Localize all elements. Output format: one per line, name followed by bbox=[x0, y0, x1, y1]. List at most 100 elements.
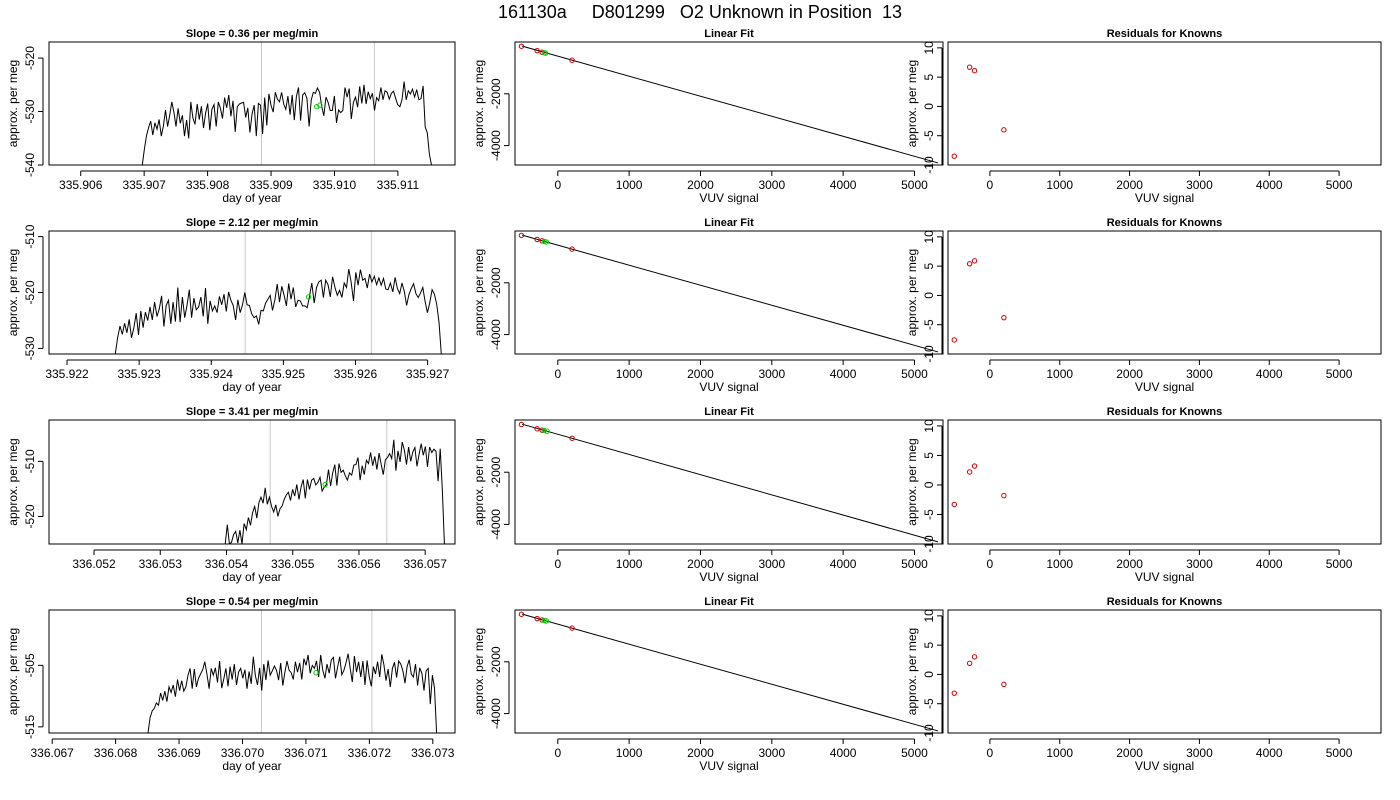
x-tick-label: 336.057 bbox=[404, 557, 448, 571]
y-tick-label: 10 bbox=[922, 609, 936, 623]
x-tick-label: 335.927 bbox=[406, 367, 450, 381]
plot-area bbox=[951, 654, 1007, 696]
y-axis-label: approx. per meg bbox=[905, 438, 919, 525]
plot-frame bbox=[48, 41, 456, 166]
chart-panel-r2c1: Slope = 2.12 per meg/min 335.922 335.923 33… bbox=[6, 217, 456, 394]
plot-frame bbox=[947, 419, 1382, 545]
data-point bbox=[1001, 127, 1007, 133]
fit-line bbox=[521, 423, 939, 543]
x-tick-label: 3000 bbox=[758, 557, 785, 571]
chart-title: Residuals for Knowns bbox=[1107, 28, 1223, 40]
x-tick-label: 4000 bbox=[1256, 367, 1283, 381]
chart-panel-r1c2: Linear Fit 0 1000 2000 3000 4000 5000 VUV signa… bbox=[472, 28, 944, 205]
y-tick-label: -10 bbox=[922, 156, 936, 174]
x-tick-label: 0 bbox=[554, 746, 561, 760]
data-point bbox=[541, 238, 547, 245]
x-tick-label: 0 bbox=[987, 746, 994, 760]
y-tick-label: -530 bbox=[23, 99, 37, 123]
x-tick-label: 2000 bbox=[1116, 367, 1143, 381]
x-tick-label: 335.909 bbox=[249, 178, 293, 192]
y-tick-label: -510 bbox=[23, 224, 37, 248]
x-tick-label: 336.056 bbox=[337, 557, 381, 571]
chart-title: Residuals for Knowns bbox=[1107, 217, 1223, 229]
data-point bbox=[534, 426, 540, 432]
data-point bbox=[539, 427, 545, 433]
y-tick-label: -505 bbox=[23, 653, 37, 677]
y-tick-label: -2000 bbox=[489, 267, 503, 298]
x-axis-label: VUV signal bbox=[1135, 380, 1194, 394]
y-tick-label: -520 bbox=[23, 280, 37, 304]
x-tick-label: 5000 bbox=[1326, 557, 1353, 571]
y-tick-label: -4000 bbox=[489, 319, 503, 350]
y-axis-label: approx. per meg bbox=[6, 438, 20, 525]
x-tick-label: 0 bbox=[987, 557, 994, 571]
x-tick-label: 5000 bbox=[901, 557, 928, 571]
x-tick-label: 1000 bbox=[1046, 557, 1073, 571]
y-tick-label: -2000 bbox=[489, 646, 503, 677]
chart-title: Residuals for Knowns bbox=[1107, 596, 1223, 608]
data-point bbox=[534, 47, 540, 54]
plot-area bbox=[114, 268, 442, 354]
chart-panel-r1c3: Residuals for Knowns 0 1000 2000 3000 4000 500… bbox=[905, 28, 1382, 205]
y-axis-label: approx. per meg bbox=[472, 438, 486, 525]
y-tick-label: 10 bbox=[922, 41, 936, 55]
x-tick-label: 5000 bbox=[901, 178, 928, 192]
y-axis-label: approx. per meg bbox=[905, 628, 919, 715]
chart-panel-r3c3: Residuals for Knowns 0 1000 2000 3000 4000 500… bbox=[905, 406, 1382, 584]
data-point bbox=[1001, 681, 1007, 688]
x-tick-label: 335.911 bbox=[377, 178, 420, 192]
x-tick-label: 336.055 bbox=[271, 557, 315, 571]
fit-line bbox=[521, 45, 939, 164]
y-tick-label: -520 bbox=[23, 46, 37, 70]
y-tick-label: 5 bbox=[922, 452, 936, 459]
x-tick-label: 3000 bbox=[758, 178, 785, 192]
data-point bbox=[951, 153, 957, 159]
y-tick-label: 5 bbox=[922, 641, 936, 648]
x-tick-label: 3000 bbox=[1186, 367, 1213, 381]
data-point bbox=[971, 463, 978, 469]
plot-area bbox=[951, 64, 1007, 159]
data-point bbox=[1001, 314, 1007, 321]
data-point bbox=[518, 611, 525, 617]
data-point bbox=[966, 64, 973, 70]
y-tick-label: -4000 bbox=[489, 698, 503, 729]
x-tick-label: 336.072 bbox=[348, 746, 392, 760]
chart-panel-r3c2: Linear Fit 0 1000 2000 3000 4000 5000 VUV signa… bbox=[472, 406, 944, 584]
plot-area bbox=[518, 232, 939, 353]
x-tick-label: 3000 bbox=[758, 367, 785, 381]
y-tick-label: 5 bbox=[922, 262, 936, 269]
chart-panel-r1c1: Slope = 0.36 per meg/min 335.906 335.907 33… bbox=[6, 28, 456, 205]
x-tick-label: 336.067 bbox=[30, 746, 74, 760]
data-point bbox=[971, 654, 978, 660]
chart-title: Slope = 3.41 per meg/min bbox=[186, 406, 319, 418]
y-tick-label: 5 bbox=[922, 73, 936, 80]
x-tick-label: 336.053 bbox=[139, 557, 183, 571]
x-tick-label: 336.054 bbox=[205, 557, 249, 571]
y-tick-label: -540 bbox=[23, 153, 37, 177]
data-point bbox=[543, 618, 550, 624]
y-tick-label: -520 bbox=[23, 504, 37, 528]
plot-frame bbox=[514, 419, 944, 545]
x-axis-label: VUV signal bbox=[699, 570, 758, 584]
plot-area bbox=[518, 421, 939, 543]
x-axis-label: VUV signal bbox=[1135, 191, 1194, 205]
chart-title: Slope = 0.36 per meg/min bbox=[186, 28, 319, 40]
plot-frame bbox=[947, 41, 1382, 166]
y-tick-label: -10 bbox=[922, 535, 936, 553]
y-tick-label: 0 bbox=[922, 292, 936, 299]
plot-area bbox=[224, 439, 445, 544]
chart-panel-r4c1: Slope = 0.54 per meg/min 336.067 336.068 33… bbox=[6, 596, 456, 773]
plot-area bbox=[951, 463, 1007, 508]
x-tick-label: 4000 bbox=[1256, 178, 1283, 192]
data-trace bbox=[141, 81, 432, 165]
data-trace bbox=[114, 268, 442, 354]
y-tick-label: 0 bbox=[922, 103, 936, 110]
x-tick-label: 336.073 bbox=[411, 746, 455, 760]
x-tick-label: 1000 bbox=[1046, 367, 1073, 381]
x-tick-label: 335.923 bbox=[117, 367, 161, 381]
x-tick-label: 1000 bbox=[616, 367, 643, 381]
x-tick-label: 335.908 bbox=[186, 178, 230, 192]
y-tick-label: -5 bbox=[922, 509, 936, 520]
x-tick-label: 0 bbox=[554, 557, 561, 571]
